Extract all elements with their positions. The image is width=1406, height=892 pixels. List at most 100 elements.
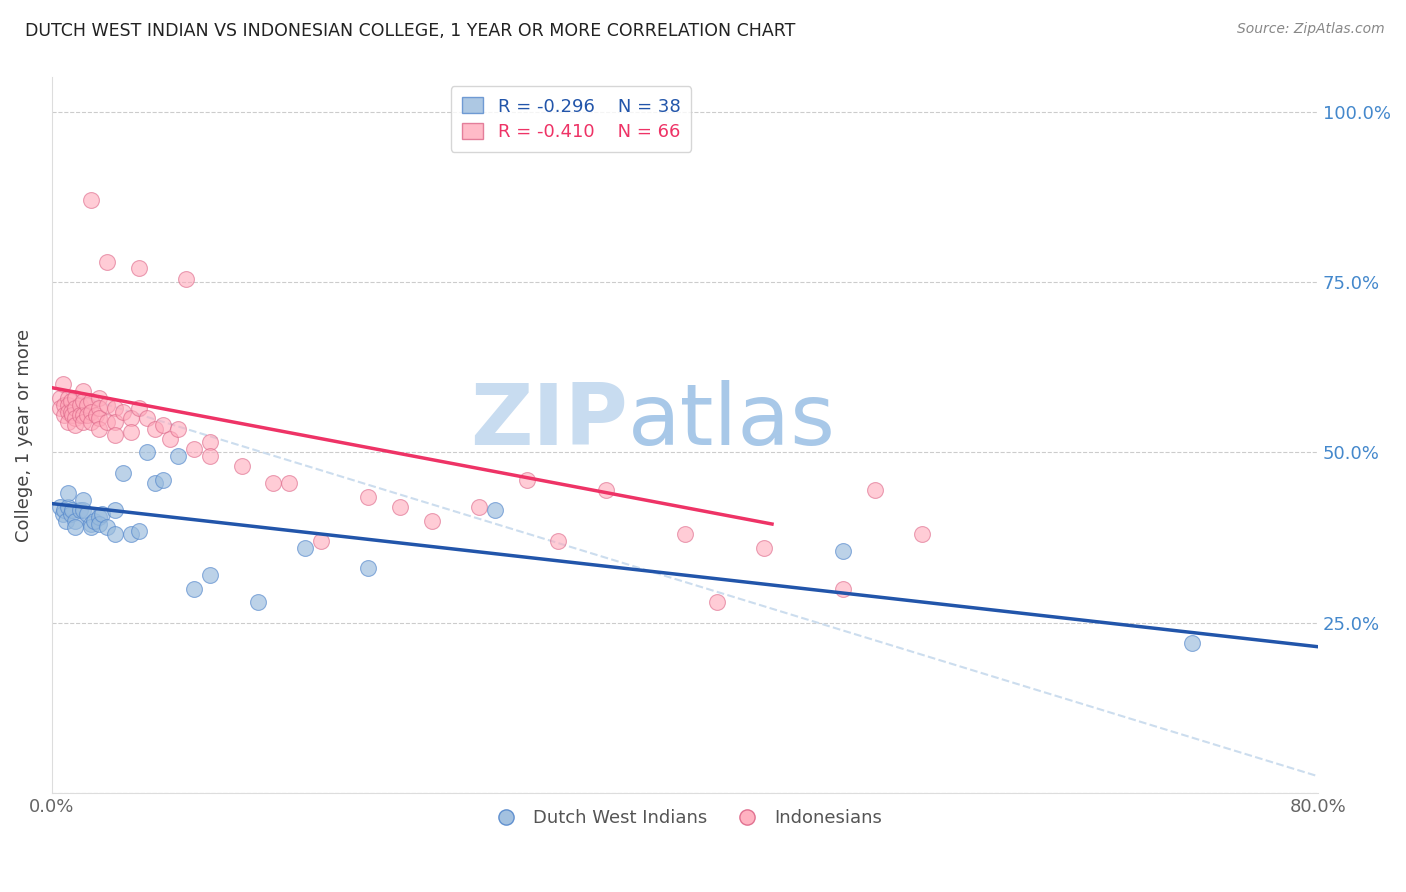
Point (262, 476, 284, 491)
Point (104, 503, 127, 517)
Point (120, 425, 142, 439)
Point (56, 486, 79, 500)
Point (128, 401, 150, 416)
Point (89, 516, 111, 531)
Point (143, 421, 166, 435)
Point (167, 421, 190, 435)
Point (80, 193, 103, 207)
Point (65, 411, 87, 425)
Point (72, 394, 94, 409)
Point (60, 408, 83, 422)
Point (1180, 636, 1202, 650)
Point (547, 534, 569, 549)
Point (231, 459, 253, 474)
Point (48, 391, 70, 405)
Point (52, 377, 75, 392)
Point (96, 415, 118, 429)
Point (911, 527, 934, 541)
Point (176, 271, 198, 285)
Point (484, 503, 506, 517)
Point (80, 520, 103, 534)
Point (246, 595, 269, 609)
Legend: Dutch West Indians, Indonesians: Dutch West Indians, Indonesians (481, 802, 889, 834)
Point (52, 507, 75, 521)
Point (56, 500, 79, 514)
Point (96, 398, 118, 412)
Point (69, 408, 91, 422)
Point (104, 428, 127, 442)
Point (56, 398, 79, 412)
Point (468, 500, 491, 514)
Point (72, 503, 94, 517)
Point (56, 415, 79, 429)
Text: Source: ZipAtlas.com: Source: ZipAtlas.com (1237, 22, 1385, 37)
Point (516, 473, 538, 487)
Point (420, 514, 443, 528)
Point (159, 432, 181, 446)
Point (65, 401, 87, 416)
Text: atlas: atlas (628, 380, 837, 463)
Point (89, 391, 111, 405)
Point (53, 398, 76, 412)
Point (89, 401, 111, 416)
Point (48, 500, 70, 514)
Point (48, 401, 70, 416)
Point (111, 466, 134, 480)
Point (53, 408, 76, 422)
Point (198, 449, 221, 463)
Point (89, 411, 111, 425)
Point (152, 418, 174, 433)
Point (60, 503, 83, 517)
Point (673, 527, 696, 541)
Point (69, 398, 91, 412)
Point (752, 541, 775, 555)
Point (135, 411, 157, 425)
Text: DUTCH WEST INDIAN VS INDONESIAN COLLEGE, 1 YEAR OR MORE CORRELATION CHART: DUTCH WEST INDIAN VS INDONESIAN COLLEGE,… (25, 22, 796, 40)
Point (89, 421, 111, 435)
Point (56, 404, 79, 418)
Point (80, 404, 103, 418)
Point (83, 514, 105, 528)
Point (80, 394, 103, 409)
Point (72, 408, 94, 422)
Point (278, 476, 301, 491)
Point (65, 514, 87, 528)
Point (167, 449, 190, 463)
Point (89, 510, 111, 524)
Point (357, 561, 380, 575)
Point (59, 404, 82, 418)
Point (595, 483, 617, 497)
Point (388, 500, 411, 514)
Point (309, 534, 332, 549)
Point (111, 404, 134, 418)
Point (183, 442, 205, 456)
Point (65, 418, 87, 433)
Point (198, 435, 221, 450)
Point (53, 503, 76, 517)
Text: ZIP: ZIP (470, 380, 628, 463)
Point (76, 507, 98, 521)
Point (104, 527, 127, 541)
Point (832, 582, 855, 596)
Point (183, 582, 205, 596)
Point (832, 544, 855, 558)
Point (96, 520, 118, 534)
Point (128, 524, 150, 538)
Point (76, 398, 98, 412)
Point (198, 568, 221, 582)
Point (59, 394, 82, 409)
Point (72, 415, 94, 429)
Point (143, 476, 166, 491)
Point (69, 503, 91, 517)
Point (128, 261, 150, 276)
Point (84, 408, 107, 422)
Point (59, 507, 82, 521)
Point (863, 483, 886, 497)
Point (294, 541, 316, 555)
Point (65, 391, 87, 405)
Point (80, 516, 103, 531)
Point (76, 408, 98, 422)
Point (91, 507, 114, 521)
Point (56, 391, 79, 405)
Point (152, 473, 174, 487)
